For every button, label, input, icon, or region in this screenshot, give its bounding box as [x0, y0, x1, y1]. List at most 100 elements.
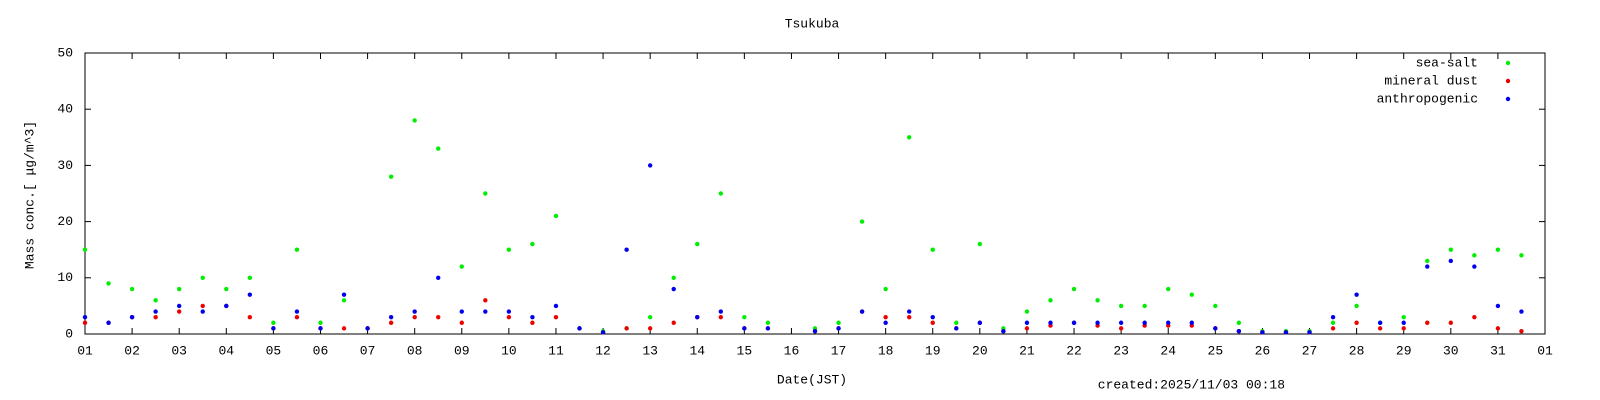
data-point — [506, 314, 512, 320]
data-point — [859, 309, 865, 314]
y-tick-label: 50 — [57, 45, 73, 60]
data-point — [1425, 258, 1430, 264]
data-point — [883, 286, 888, 292]
data-point — [1448, 247, 1454, 252]
data-point — [1401, 314, 1406, 320]
data-point — [1095, 298, 1100, 303]
x-tick-label: 09 — [454, 343, 470, 358]
data-point — [765, 320, 771, 325]
data-point — [271, 320, 276, 325]
data-point — [600, 330, 606, 335]
x-tick-label: 02 — [124, 343, 140, 358]
data-point — [1236, 320, 1242, 325]
data-point — [1448, 320, 1454, 325]
data-point — [247, 292, 253, 297]
data-point — [954, 320, 959, 325]
x-tick-label: 11 — [548, 343, 564, 358]
data-point — [671, 275, 676, 280]
data-point — [1071, 320, 1077, 325]
data-point — [836, 320, 841, 325]
data-point — [977, 320, 983, 325]
data-point — [412, 309, 417, 314]
data-point — [695, 314, 700, 320]
data-point — [294, 309, 300, 314]
data-point — [106, 320, 111, 325]
data-point — [1307, 330, 1312, 335]
data-point — [483, 191, 488, 196]
x-tick-label: 27 — [1302, 343, 1318, 358]
data-point — [341, 298, 347, 303]
plot-frame — [84, 52, 1546, 335]
data-point — [412, 118, 417, 123]
data-point — [906, 309, 912, 314]
data-point — [1118, 303, 1124, 309]
x-tick-label: 13 — [642, 343, 658, 358]
data-point — [1024, 309, 1030, 314]
x-tick-label: 01 — [77, 343, 93, 358]
x-tick-label: 23 — [1113, 343, 1129, 358]
y-tick-label: 20 — [57, 214, 73, 229]
data-point — [1118, 320, 1124, 325]
data-point — [1495, 247, 1501, 252]
data-point — [1071, 286, 1077, 292]
data-point — [1095, 320, 1100, 325]
data-point — [82, 314, 88, 320]
x-tick-label: 19 — [925, 343, 941, 358]
data-point — [977, 241, 983, 247]
data-point — [247, 314, 253, 320]
data-point — [436, 314, 441, 320]
data-point — [388, 320, 394, 325]
data-point — [200, 309, 205, 314]
data-point — [553, 213, 559, 219]
data-point — [1330, 320, 1336, 325]
data-point — [224, 286, 229, 292]
data-point — [1330, 314, 1336, 320]
data-point — [765, 326, 771, 331]
data-point — [200, 303, 205, 309]
x-tick-label: 14 — [689, 343, 705, 358]
data-point — [647, 326, 653, 331]
footnote: created:2025/11/03 00:18 — [1098, 377, 1285, 392]
data-point — [1472, 264, 1477, 269]
data-point — [506, 247, 512, 252]
data-point — [624, 247, 629, 252]
data-point — [247, 275, 253, 280]
data-point — [906, 135, 912, 140]
data-point — [1377, 326, 1383, 331]
y-tick-label: 0 — [65, 326, 73, 341]
y-tick-label: 40 — [57, 102, 73, 117]
x-tick-label: 10 — [501, 343, 517, 358]
data-point — [1142, 320, 1147, 325]
data-point — [1472, 314, 1477, 320]
data-point — [82, 320, 88, 325]
data-point — [1213, 303, 1218, 309]
x-tick-label: 16 — [784, 343, 800, 358]
data-point — [1425, 320, 1430, 325]
x-tick-label: 17 — [831, 343, 847, 358]
x-tick-label: 15 — [737, 343, 753, 358]
data-point — [341, 326, 347, 331]
data-point — [1048, 298, 1053, 303]
data-point — [1354, 292, 1359, 297]
data-point — [506, 309, 512, 314]
data-point — [530, 241, 535, 247]
data-point — [365, 326, 370, 331]
data-point — [742, 326, 747, 331]
x-tick-label: 08 — [407, 343, 423, 358]
x-tick-label: 04 — [218, 343, 234, 358]
data-point — [1519, 253, 1524, 258]
data-point — [1236, 328, 1242, 334]
data-point — [624, 326, 629, 331]
data-point — [483, 298, 488, 303]
data-point — [1472, 253, 1477, 258]
data-point — [647, 314, 653, 320]
chart-title: Tsukuba — [785, 16, 840, 31]
data-point — [1166, 286, 1171, 292]
data-point — [1283, 330, 1289, 335]
data-point — [1495, 303, 1501, 309]
legend-label: anthropogenic — [1377, 91, 1478, 106]
data-point — [82, 247, 88, 252]
data-point — [1189, 320, 1194, 325]
x-tick-label: 29 — [1396, 343, 1412, 358]
